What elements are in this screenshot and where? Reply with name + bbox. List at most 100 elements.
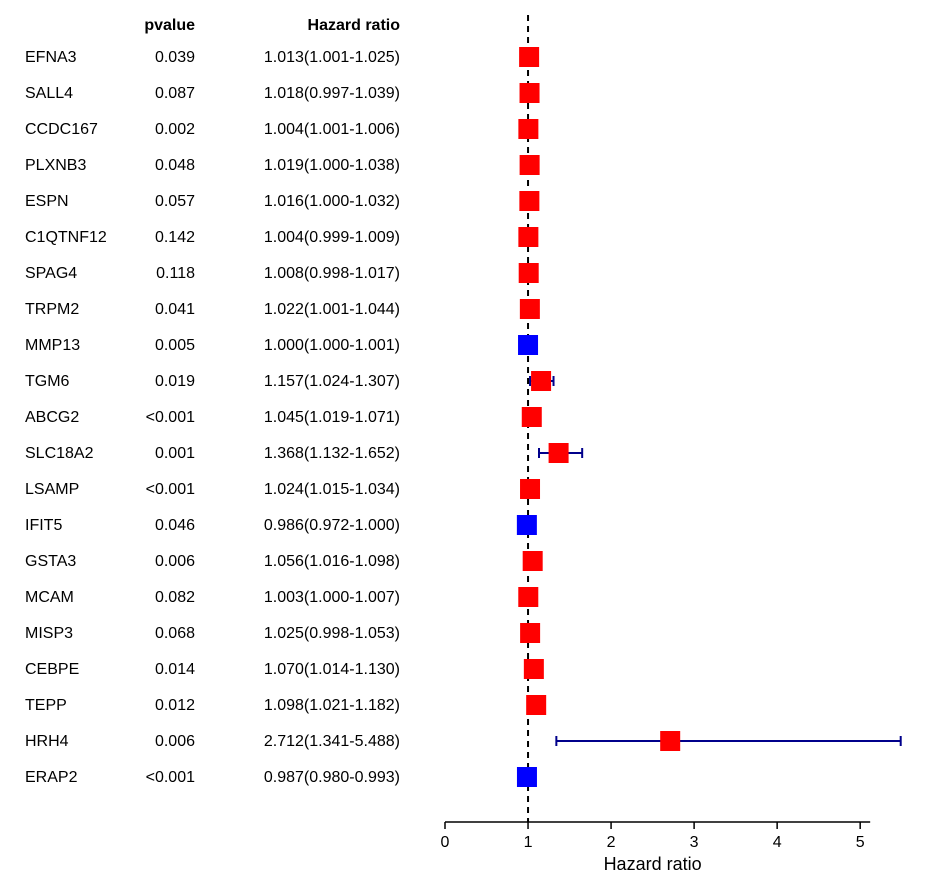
hazard-ratio-label: 1.024(1.015-1.034) xyxy=(264,481,400,498)
gene-label: ESPN xyxy=(25,193,69,210)
hazard-ratio-label: 1.004(0.999-1.009) xyxy=(264,229,400,246)
x-tick-label: 2 xyxy=(607,834,616,851)
hazard-ratio-label: 1.098(1.021-1.182) xyxy=(264,697,400,714)
pvalue-label: 0.039 xyxy=(155,49,195,66)
hr-square xyxy=(519,47,539,67)
pvalue-label: 0.005 xyxy=(155,337,195,354)
hazard-ratio-label: 1.008(0.998-1.017) xyxy=(264,265,400,282)
x-tick-label: 1 xyxy=(524,834,533,851)
pvalue-label: <0.001 xyxy=(146,409,195,426)
pvalue-label: 0.142 xyxy=(155,229,195,246)
forest-row-marker xyxy=(523,551,543,571)
hazard-ratio-label: 1.000(1.000-1.001) xyxy=(264,337,400,354)
forest-row-marker xyxy=(518,587,538,607)
forest-row-marker xyxy=(520,83,540,103)
pvalue-label: 0.041 xyxy=(155,301,195,318)
pvalue-label: 0.048 xyxy=(155,157,195,174)
gene-label: MISP3 xyxy=(25,625,73,642)
gene-label: ERAP2 xyxy=(25,769,78,786)
gene-label: SLC18A2 xyxy=(25,445,94,462)
hr-square xyxy=(520,479,540,499)
pvalue-label: 0.006 xyxy=(155,733,195,750)
forest-row-marker xyxy=(530,371,553,391)
header-hazard-ratio: Hazard ratio xyxy=(308,17,401,34)
forest-row-marker xyxy=(519,191,539,211)
hazard-ratio-label: 1.045(1.019-1.071) xyxy=(264,409,400,426)
gene-label: TEPP xyxy=(25,697,67,714)
gene-label: SALL4 xyxy=(25,85,73,102)
pvalue-label: 0.001 xyxy=(155,445,195,462)
gene-label: TGM6 xyxy=(25,373,70,390)
hazard-ratio-label: 1.013(1.001-1.025) xyxy=(264,49,400,66)
gene-label: HRH4 xyxy=(25,733,69,750)
pvalue-label: 0.087 xyxy=(155,85,195,102)
header-pvalue: pvalue xyxy=(144,17,195,34)
x-tick-label: 4 xyxy=(773,834,782,851)
hazard-ratio-label: 1.070(1.014-1.130) xyxy=(264,661,400,678)
hr-square xyxy=(518,335,538,355)
pvalue-label: 0.118 xyxy=(156,265,195,282)
gene-label: PLXNB3 xyxy=(25,157,86,174)
hr-square xyxy=(518,587,538,607)
gene-label: SPAG4 xyxy=(25,265,77,282)
hr-square xyxy=(549,443,569,463)
gene-label: TRPM2 xyxy=(25,301,79,318)
gene-label: GSTA3 xyxy=(25,553,76,570)
hr-square xyxy=(522,407,542,427)
forest-row-marker xyxy=(518,119,538,139)
hr-square xyxy=(531,371,551,391)
gene-label: CCDC167 xyxy=(25,121,98,138)
gene-label: MCAM xyxy=(25,589,74,606)
pvalue-label: 0.002 xyxy=(155,121,195,138)
forest-row-marker xyxy=(519,263,539,283)
forest-row-marker xyxy=(522,407,542,427)
hr-square xyxy=(524,659,544,679)
hazard-ratio-label: 1.368(1.132-1.652) xyxy=(264,445,400,462)
hazard-ratio-label: 1.157(1.024-1.307) xyxy=(264,373,400,390)
forest-row-marker xyxy=(520,299,540,319)
gene-label: LSAMP xyxy=(25,481,79,498)
hazard-ratio-label: 2.712(1.341-5.488) xyxy=(264,733,400,750)
hazard-ratio-label: 0.987(0.980-0.993) xyxy=(264,769,400,786)
x-tick-label: 5 xyxy=(856,834,865,851)
hazard-ratio-label: 1.016(1.000-1.032) xyxy=(264,193,400,210)
hr-square xyxy=(518,227,538,247)
pvalue-label: 0.019 xyxy=(155,373,195,390)
hr-square xyxy=(520,299,540,319)
hr-square xyxy=(517,767,537,787)
forest-row-marker xyxy=(526,695,546,715)
hr-square xyxy=(520,623,540,643)
hr-square xyxy=(520,83,540,103)
hr-square xyxy=(660,731,680,751)
gene-label: CEBPE xyxy=(25,661,79,678)
forest-row-marker xyxy=(519,47,539,67)
hr-square xyxy=(519,263,539,283)
gene-label: C1QTNF12 xyxy=(25,229,107,246)
x-tick-label: 3 xyxy=(690,834,699,851)
hazard-ratio-label: 1.004(1.001-1.006) xyxy=(264,121,400,138)
forest-row-marker xyxy=(524,659,544,679)
pvalue-label: 0.068 xyxy=(155,625,195,642)
gene-label: IFIT5 xyxy=(25,517,62,534)
gene-label: EFNA3 xyxy=(25,49,77,66)
hazard-ratio-label: 0.986(0.972-1.000) xyxy=(264,517,400,534)
hr-square xyxy=(526,695,546,715)
hr-square xyxy=(517,515,537,535)
forest-row-marker xyxy=(518,227,538,247)
gene-label: ABCG2 xyxy=(25,409,79,426)
hr-square xyxy=(520,155,540,175)
hazard-ratio-label: 1.019(1.000-1.038) xyxy=(264,157,400,174)
pvalue-label: 0.057 xyxy=(155,193,195,210)
gene-label: MMP13 xyxy=(25,337,80,354)
hr-square xyxy=(519,191,539,211)
hazard-ratio-label: 1.022(1.001-1.044) xyxy=(264,301,400,318)
forest-row-marker xyxy=(520,479,540,499)
pvalue-label: 0.012 xyxy=(155,697,195,714)
hazard-ratio-label: 1.018(0.997-1.039) xyxy=(264,85,400,102)
x-tick-label: 0 xyxy=(441,834,450,851)
forest-row-marker xyxy=(518,335,538,355)
pvalue-label: 0.082 xyxy=(155,589,195,606)
hazard-ratio-label: 1.003(1.000-1.007) xyxy=(264,589,400,606)
pvalue-label: <0.001 xyxy=(146,769,195,786)
hr-square xyxy=(518,119,538,139)
